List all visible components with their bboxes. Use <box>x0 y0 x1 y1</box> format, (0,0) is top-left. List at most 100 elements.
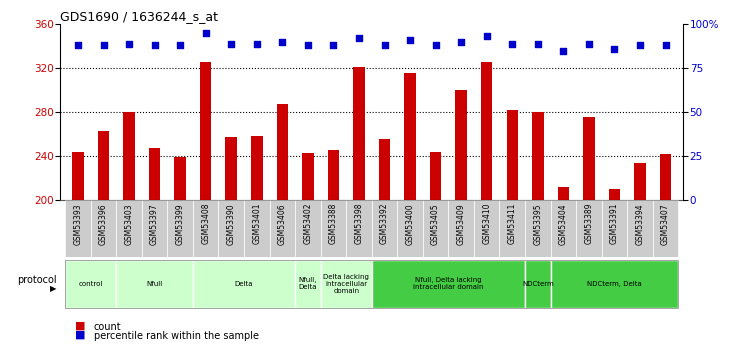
Text: GSM53397: GSM53397 <box>150 203 159 245</box>
Point <box>455 39 467 45</box>
Bar <box>481 61 493 200</box>
Bar <box>142 200 167 257</box>
Text: GSM53410: GSM53410 <box>482 203 491 245</box>
Bar <box>98 131 109 200</box>
Bar <box>397 200 423 257</box>
Bar <box>379 139 391 200</box>
Bar <box>609 189 620 200</box>
Bar <box>321 260 372 308</box>
Bar <box>276 105 288 200</box>
Bar <box>627 200 653 257</box>
Text: GSM53395: GSM53395 <box>533 203 542 245</box>
Text: GSM53396: GSM53396 <box>99 203 108 245</box>
Point <box>123 41 135 46</box>
Bar <box>353 67 365 200</box>
Point <box>200 30 212 36</box>
Point <box>634 42 646 48</box>
Bar <box>525 200 550 257</box>
Bar <box>116 200 142 257</box>
Bar <box>65 260 116 308</box>
Bar <box>404 72 416 200</box>
Text: GSM53400: GSM53400 <box>406 203 415 245</box>
Bar <box>295 200 321 257</box>
Text: GSM53407: GSM53407 <box>661 203 670 245</box>
Bar <box>635 163 646 200</box>
Bar <box>193 200 219 257</box>
Bar <box>602 200 627 257</box>
Text: GSM53391: GSM53391 <box>610 203 619 245</box>
Text: GSM53404: GSM53404 <box>559 203 568 245</box>
Point <box>430 42 442 48</box>
Point <box>251 41 263 46</box>
Point <box>532 41 544 46</box>
Text: GSM53389: GSM53389 <box>584 203 593 245</box>
Bar <box>72 152 83 200</box>
Bar <box>423 200 448 257</box>
Bar <box>499 200 525 257</box>
Bar <box>660 154 671 200</box>
Text: Nfull: Nfull <box>146 281 163 287</box>
Bar <box>167 200 193 257</box>
Point <box>608 46 620 51</box>
Text: GSM53403: GSM53403 <box>125 203 134 245</box>
Bar <box>200 61 212 200</box>
Text: GSM53398: GSM53398 <box>354 203 363 245</box>
Text: GSM53393: GSM53393 <box>74 203 83 245</box>
Bar <box>123 112 134 200</box>
Text: GSM53411: GSM53411 <box>508 203 517 244</box>
Text: GDS1690 / 1636244_s_at: GDS1690 / 1636244_s_at <box>60 10 218 23</box>
Bar <box>321 200 346 257</box>
Point <box>353 36 365 41</box>
Bar <box>576 200 602 257</box>
Bar <box>193 260 295 308</box>
Bar <box>455 90 467 200</box>
Text: Nfull, Delta lacking
intracellular domain: Nfull, Delta lacking intracellular domai… <box>413 277 484 290</box>
Bar <box>474 200 499 257</box>
Point <box>174 42 186 48</box>
Bar <box>550 200 576 257</box>
Point <box>404 37 416 43</box>
Bar <box>532 112 544 200</box>
Text: control: control <box>79 281 103 287</box>
Text: GSM53392: GSM53392 <box>380 203 389 245</box>
Text: GSM53406: GSM53406 <box>278 203 287 245</box>
Point <box>225 41 237 46</box>
Bar <box>448 200 474 257</box>
Text: Delta: Delta <box>235 281 253 287</box>
Text: NDCterm, Delta: NDCterm, Delta <box>587 281 642 287</box>
Bar <box>91 200 116 257</box>
Text: count: count <box>94 322 122 332</box>
Point <box>276 39 288 45</box>
Point <box>583 41 595 46</box>
Text: GSM53399: GSM53399 <box>176 203 185 245</box>
Bar <box>174 157 186 200</box>
Bar <box>149 148 161 200</box>
Bar <box>327 149 339 200</box>
Bar <box>225 137 237 200</box>
Bar <box>219 200 244 257</box>
Bar <box>372 260 525 308</box>
Point <box>659 42 671 48</box>
Bar <box>372 200 397 257</box>
Bar <box>65 200 91 257</box>
Point <box>327 42 339 48</box>
Bar <box>550 260 678 308</box>
Bar <box>506 110 518 200</box>
Point <box>302 42 314 48</box>
Point <box>72 42 84 48</box>
Bar <box>302 153 314 200</box>
Text: GSM53405: GSM53405 <box>431 203 440 245</box>
Text: ▶: ▶ <box>50 284 56 294</box>
Point <box>506 41 518 46</box>
Text: GSM53409: GSM53409 <box>457 203 466 245</box>
Point <box>557 48 569 53</box>
Text: GSM53402: GSM53402 <box>303 203 312 245</box>
Text: GSM53401: GSM53401 <box>252 203 261 245</box>
Bar <box>116 260 193 308</box>
Text: ■: ■ <box>75 321 86 331</box>
Text: percentile rank within the sample: percentile rank within the sample <box>94 331 259 341</box>
Bar <box>270 200 295 257</box>
Bar <box>557 187 569 200</box>
Bar <box>244 200 270 257</box>
Bar <box>295 260 321 308</box>
